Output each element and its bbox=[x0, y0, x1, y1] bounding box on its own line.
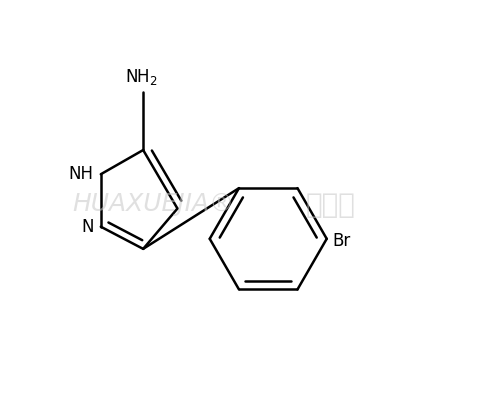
Text: Br: Br bbox=[333, 232, 351, 250]
Text: N: N bbox=[81, 218, 93, 236]
Text: 化学加: 化学加 bbox=[306, 191, 356, 218]
Text: NH$_2$: NH$_2$ bbox=[125, 67, 157, 87]
Text: NH: NH bbox=[69, 165, 93, 183]
Text: HUAXUEJIA®: HUAXUEJIA® bbox=[72, 193, 234, 216]
